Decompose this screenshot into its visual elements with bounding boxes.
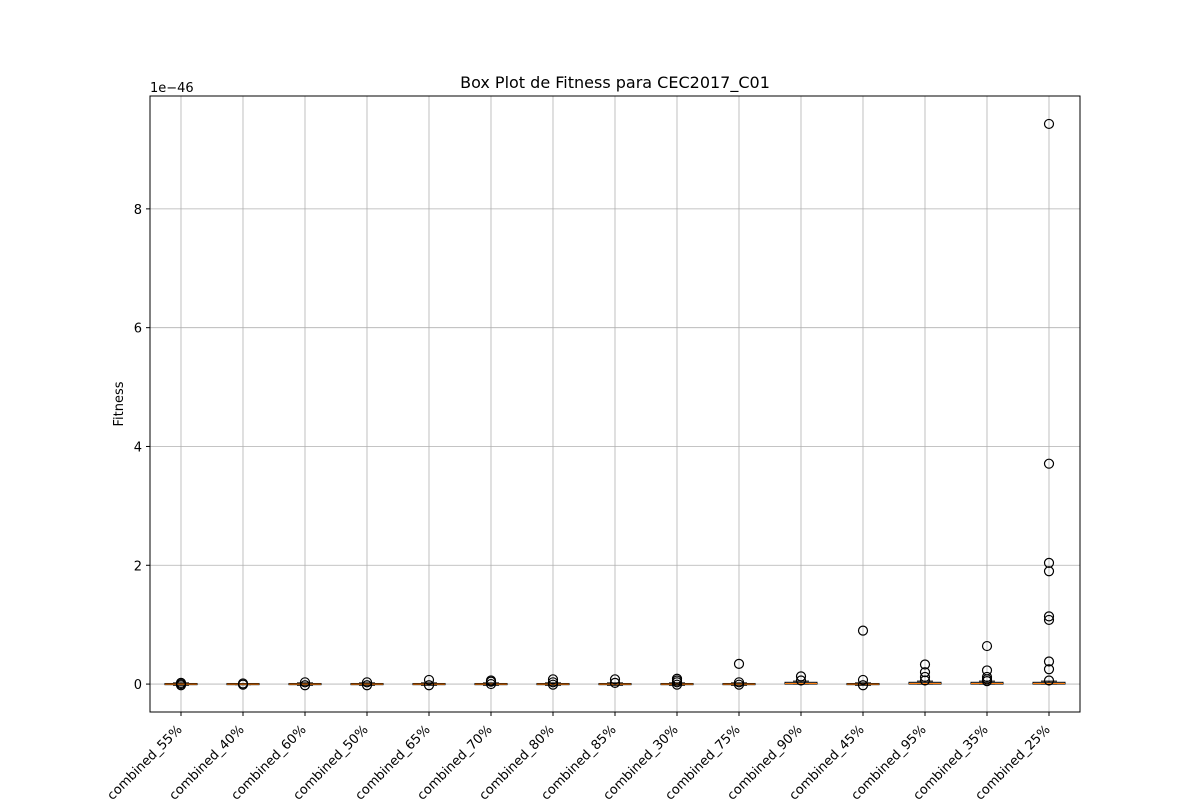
grid-layer [150, 96, 1080, 712]
box-combined_35% [970, 640, 1004, 687]
box-combined_45% [846, 625, 880, 691]
flier-point [857, 625, 869, 636]
flier-point [299, 680, 311, 691]
flier-point [1043, 675, 1055, 686]
flier-point [423, 674, 435, 686]
flier-point [237, 678, 249, 689]
flier-point [919, 659, 931, 670]
box-combined_60% [288, 677, 322, 691]
flier-point [1043, 656, 1055, 667]
flier-point [671, 673, 683, 684]
box-combined_80% [536, 674, 570, 690]
box-combined_75% [722, 658, 756, 690]
box-combined_40% [226, 678, 260, 690]
flier-point [981, 665, 993, 676]
flier-point [981, 640, 993, 652]
flier-point [733, 658, 745, 669]
flier-point [1043, 566, 1055, 577]
flier-point [795, 675, 807, 686]
y-offset-label: 1e−46 [150, 81, 194, 96]
flier-point [919, 671, 931, 683]
y-axis-label: Fitness [112, 381, 127, 426]
box-combined_90% [784, 671, 818, 686]
y-tick-label: 8 [134, 203, 142, 218]
tick-layer: 02468combined_55%combined_40%combined_60… [105, 203, 1054, 800]
flier-point [919, 675, 931, 686]
flier-point [609, 677, 621, 688]
box-combined_85% [598, 674, 632, 688]
flier-point [423, 680, 435, 691]
chart-title: Box Plot de Fitness para CEC2017_C01 [460, 73, 770, 93]
flier-point [733, 677, 745, 688]
flier-point [857, 674, 869, 686]
box-combined_25% [1032, 118, 1066, 686]
flier-point [1043, 458, 1055, 469]
flier-point [361, 677, 373, 688]
box-combined_70% [474, 675, 508, 690]
flier-point [299, 677, 311, 688]
flier-point [609, 674, 621, 685]
flier-point [1043, 557, 1055, 569]
flier-point [175, 677, 187, 688]
y-tick-label: 0 [134, 678, 142, 693]
flier-point [1043, 118, 1055, 130]
flier-point [547, 677, 559, 688]
flier-point [857, 680, 869, 691]
flier-point [361, 680, 373, 691]
flier-point [485, 675, 497, 686]
box-combined_50% [350, 677, 384, 691]
box-combined_55% [164, 677, 198, 691]
box-combined_65% [412, 674, 446, 691]
flier-point [547, 674, 559, 685]
box-layer [164, 118, 1066, 691]
flier-point [1043, 611, 1055, 622]
y-tick-label: 2 [134, 559, 142, 574]
flier-point [919, 667, 931, 678]
flier-point [1043, 664, 1055, 675]
flier-point [1043, 614, 1055, 626]
flier-point [795, 671, 807, 682]
y-tick-label: 6 [134, 322, 142, 337]
box-combined_30% [660, 673, 694, 690]
y-tick-label: 4 [134, 440, 142, 455]
flier-point [981, 671, 993, 683]
box-combined_95% [908, 659, 942, 686]
